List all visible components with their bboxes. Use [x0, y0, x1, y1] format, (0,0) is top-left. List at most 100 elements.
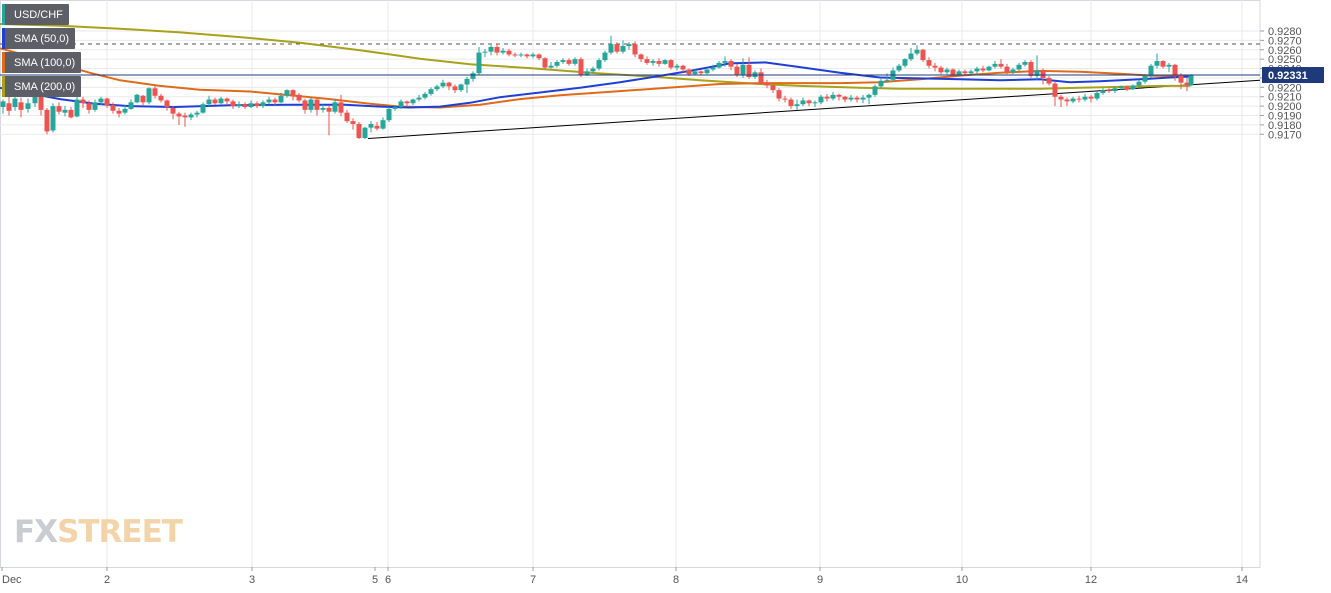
logo-fx: FX: [14, 514, 58, 550]
candle-body: [38, 90, 44, 110]
candle-body: [464, 78, 470, 85]
candle-body: [722, 61, 728, 63]
candle-body: [734, 66, 740, 76]
candle-body: [110, 105, 116, 111]
x-tick-label: 7: [530, 574, 536, 586]
y-tick-label: 0.9200: [1268, 101, 1302, 113]
y-tick-label: 0.9260: [1268, 45, 1302, 57]
candle-body: [380, 120, 386, 129]
candle-body: [446, 82, 452, 87]
candle-body: [164, 100, 170, 108]
candle-body: [1040, 70, 1046, 78]
candle-body: [12, 98, 18, 108]
y-tick-label: 0.9190: [1268, 110, 1302, 122]
candle-body: [302, 100, 308, 110]
candle-body: [830, 94, 836, 99]
candle-body: [374, 125, 380, 129]
legend-label-sma200: SMA (200,0): [14, 80, 76, 93]
y-tick-label: 0.9220: [1268, 82, 1302, 94]
candle-body: [596, 60, 602, 69]
candle-body: [122, 108, 128, 113]
legend-item-sma50[interactable]: SMA (50,0): [2, 28, 76, 49]
candle-body: [1088, 96, 1094, 99]
candle-body: [938, 67, 944, 73]
candle-body: [362, 127, 368, 139]
candle-body: [884, 79, 890, 81]
candle-body: [548, 65, 554, 68]
y-tick-label: 0.9180: [1268, 120, 1302, 132]
candle-body: [782, 98, 788, 100]
candle-body: [944, 69, 950, 73]
candle-body: [1070, 98, 1076, 102]
candle-body: [788, 99, 794, 107]
candle-body: [686, 69, 692, 75]
candle-body: [104, 98, 110, 106]
candle-body: [1004, 66, 1010, 73]
x-tick-label: 12: [1085, 574, 1097, 586]
candle-body: [194, 112, 200, 115]
candle-body: [494, 46, 500, 53]
legend-label-sma100: SMA (100,0): [14, 56, 76, 69]
candle-body: [404, 101, 410, 104]
legend-item-sma100[interactable]: SMA (100,0): [2, 52, 82, 73]
candle-body: [1142, 76, 1148, 82]
candle-body: [956, 71, 962, 76]
candle-body: [1094, 92, 1100, 99]
candle-body: [332, 102, 338, 112]
candle-body: [434, 86, 440, 90]
candle-body: [410, 99, 416, 104]
candle-body: [1112, 88, 1118, 92]
candle-body: [758, 72, 764, 83]
candle-body: [614, 44, 620, 52]
candle-body: [1064, 99, 1070, 102]
candle-body: [902, 59, 908, 66]
candle-body: [1166, 64, 1172, 67]
candle-body: [866, 94, 872, 98]
candle-body: [644, 59, 650, 63]
candle-body: [128, 102, 134, 109]
candle-body: [920, 49, 926, 61]
candle-body: [146, 88, 152, 103]
x-tick-label: 6: [385, 574, 391, 586]
candle-body: [152, 88, 158, 96]
candle-body: [326, 107, 332, 112]
candle-body: [1028, 61, 1034, 77]
x-tick-label: 3: [249, 574, 255, 586]
candle-body: [680, 65, 686, 70]
trendline: [367, 79, 1261, 139]
sma200-line: [0, 23, 1190, 90]
candle-body: [1148, 65, 1154, 77]
candle-body: [602, 52, 608, 61]
candle-body: [86, 103, 92, 110]
last-price-badge: [1262, 67, 1324, 84]
candle-body: [812, 102, 818, 104]
candle-body: [1136, 81, 1142, 86]
candle-body: [344, 112, 350, 122]
candle-body: [170, 107, 176, 114]
candle-body: [386, 108, 392, 121]
candle-body: [554, 61, 560, 66]
candle-body: [860, 97, 866, 100]
candle-body: [638, 54, 644, 60]
x-tick-label: 5: [372, 574, 378, 586]
candle-body: [1154, 61, 1160, 66]
legend-item-sma200[interactable]: SMA (200,0): [2, 76, 82, 97]
candle-body: [1160, 61, 1166, 67]
candle-body: [518, 54, 524, 56]
candle-body: [206, 99, 212, 105]
candle-body: [272, 99, 278, 103]
candle-body: [506, 50, 512, 55]
candle-body: [248, 103, 254, 108]
candle-body: [806, 100, 812, 104]
last-price-label: 0.92331: [1268, 70, 1308, 82]
candle-body: [392, 107, 398, 109]
candle-body: [68, 109, 74, 118]
candle-body: [98, 98, 104, 103]
candle-body: [18, 102, 24, 110]
candle-body: [980, 68, 986, 71]
candle-body: [692, 71, 698, 75]
candle-body: [338, 102, 344, 113]
legend-label-usdchf: USD/CHF: [14, 8, 63, 21]
legend-item-usdchf[interactable]: USD/CHF: [2, 4, 69, 25]
candle-body: [1076, 98, 1082, 100]
